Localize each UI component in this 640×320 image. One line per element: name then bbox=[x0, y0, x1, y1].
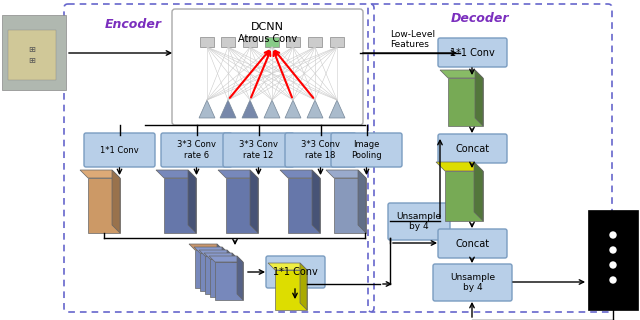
Circle shape bbox=[610, 232, 616, 238]
Polygon shape bbox=[156, 170, 196, 178]
Polygon shape bbox=[218, 170, 258, 178]
Polygon shape bbox=[334, 178, 366, 233]
Polygon shape bbox=[300, 263, 307, 310]
Circle shape bbox=[610, 247, 616, 253]
Text: Image
Pooling: Image Pooling bbox=[351, 140, 382, 160]
FancyBboxPatch shape bbox=[388, 203, 450, 240]
Polygon shape bbox=[232, 253, 238, 297]
Text: Unsample
by 4: Unsample by 4 bbox=[450, 273, 495, 292]
Polygon shape bbox=[285, 100, 301, 118]
Text: Atrous Conv: Atrous Conv bbox=[238, 34, 297, 44]
Bar bbox=[308, 37, 322, 47]
Polygon shape bbox=[195, 250, 223, 288]
Bar bbox=[330, 37, 344, 47]
Polygon shape bbox=[215, 262, 243, 300]
Text: 3*3 Conv
rate 12: 3*3 Conv rate 12 bbox=[239, 140, 278, 160]
Polygon shape bbox=[448, 78, 483, 126]
Text: Concat: Concat bbox=[456, 238, 490, 249]
Polygon shape bbox=[200, 253, 228, 291]
Polygon shape bbox=[205, 256, 233, 294]
Polygon shape bbox=[445, 171, 483, 221]
Polygon shape bbox=[209, 256, 243, 262]
FancyBboxPatch shape bbox=[161, 133, 232, 167]
FancyBboxPatch shape bbox=[438, 38, 507, 67]
Polygon shape bbox=[194, 247, 228, 253]
Bar bbox=[243, 37, 257, 47]
Text: Concat: Concat bbox=[456, 143, 490, 154]
Bar bbox=[2, 15, 66, 90]
Text: Unsample
by 4: Unsample by 4 bbox=[396, 212, 442, 231]
FancyBboxPatch shape bbox=[438, 229, 507, 258]
Polygon shape bbox=[268, 263, 307, 270]
Polygon shape bbox=[226, 178, 258, 233]
Polygon shape bbox=[242, 100, 258, 118]
Circle shape bbox=[610, 262, 616, 268]
Polygon shape bbox=[210, 259, 238, 297]
Text: Encoder: Encoder bbox=[105, 18, 162, 31]
Polygon shape bbox=[436, 162, 483, 171]
Polygon shape bbox=[88, 178, 120, 233]
Polygon shape bbox=[250, 170, 258, 233]
Bar bbox=[286, 37, 300, 47]
Polygon shape bbox=[237, 256, 243, 300]
Bar bbox=[265, 37, 279, 47]
Text: Decoder: Decoder bbox=[451, 12, 509, 25]
Polygon shape bbox=[288, 178, 320, 233]
Bar bbox=[588, 210, 638, 310]
Polygon shape bbox=[199, 100, 215, 118]
Polygon shape bbox=[474, 162, 483, 221]
Polygon shape bbox=[312, 170, 320, 233]
Polygon shape bbox=[188, 170, 196, 233]
Polygon shape bbox=[112, 170, 120, 233]
Text: 3*3 Conv
rate 6: 3*3 Conv rate 6 bbox=[177, 140, 216, 160]
Polygon shape bbox=[307, 100, 323, 118]
Polygon shape bbox=[280, 170, 320, 178]
Text: 3*3 Conv
rate 18: 3*3 Conv rate 18 bbox=[301, 140, 340, 160]
Polygon shape bbox=[164, 178, 196, 233]
Text: 1*1 Conv: 1*1 Conv bbox=[450, 47, 495, 58]
Text: ⊞
⊞: ⊞ ⊞ bbox=[29, 45, 35, 65]
Polygon shape bbox=[227, 250, 233, 294]
Text: Low-Level
Features: Low-Level Features bbox=[390, 30, 435, 49]
Polygon shape bbox=[358, 170, 366, 233]
Polygon shape bbox=[222, 247, 228, 291]
Polygon shape bbox=[329, 100, 345, 118]
FancyBboxPatch shape bbox=[223, 133, 294, 167]
Polygon shape bbox=[440, 70, 483, 78]
Polygon shape bbox=[326, 170, 366, 178]
Polygon shape bbox=[80, 170, 120, 178]
Polygon shape bbox=[264, 100, 280, 118]
Circle shape bbox=[610, 277, 616, 283]
FancyBboxPatch shape bbox=[84, 133, 155, 167]
Polygon shape bbox=[220, 100, 236, 118]
Polygon shape bbox=[204, 253, 238, 259]
Polygon shape bbox=[275, 270, 307, 310]
Text: DCNN: DCNN bbox=[251, 22, 284, 32]
FancyBboxPatch shape bbox=[172, 9, 363, 125]
FancyBboxPatch shape bbox=[433, 264, 512, 301]
Bar bbox=[221, 37, 235, 47]
Bar bbox=[8, 30, 56, 80]
Text: 1*1 Conv: 1*1 Conv bbox=[273, 267, 318, 277]
FancyBboxPatch shape bbox=[331, 133, 402, 167]
FancyBboxPatch shape bbox=[266, 256, 325, 288]
Polygon shape bbox=[217, 244, 223, 288]
Polygon shape bbox=[189, 244, 223, 250]
FancyBboxPatch shape bbox=[285, 133, 356, 167]
Polygon shape bbox=[475, 70, 483, 126]
Polygon shape bbox=[199, 250, 233, 256]
Text: 1*1 Conv: 1*1 Conv bbox=[100, 146, 139, 155]
Bar bbox=[200, 37, 214, 47]
FancyBboxPatch shape bbox=[438, 134, 507, 163]
